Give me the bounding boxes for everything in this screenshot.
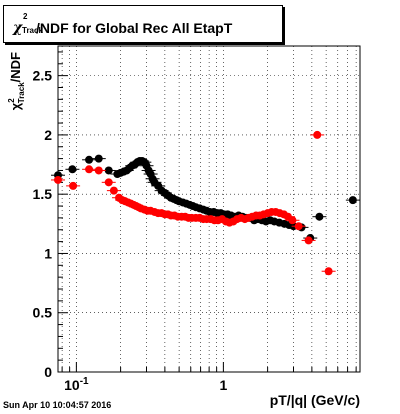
data-point: [348, 196, 357, 205]
y-tick-label: 1.5: [33, 186, 53, 202]
y-tick-label: 2: [44, 127, 52, 143]
y-tick-label: 2.5: [33, 68, 53, 84]
data-point: [104, 178, 113, 187]
y-axis-title: χ2Track/NDF: [7, 52, 26, 110]
title-superscript: 2: [23, 12, 28, 21]
data-point: [94, 166, 103, 175]
data-point: [315, 212, 324, 221]
data-point: [313, 130, 322, 139]
series-red: [51, 130, 336, 276]
title-subscript: Track: [22, 26, 43, 35]
data-point: [85, 165, 94, 174]
x-tick-label: 10-1: [64, 376, 89, 393]
data-point: [324, 267, 333, 276]
x-tick-label: 1: [219, 377, 227, 393]
timestamp-label: Sun Apr 10 10:04:57 2016: [3, 400, 112, 410]
data-point: [288, 216, 297, 225]
y-tick-label: 0.5: [33, 305, 53, 321]
chart-title: /NDF for Global Rec All EtapT: [36, 20, 233, 36]
data-point: [69, 181, 78, 190]
chart-title-box: χ 2 Track /NDF for Global Rec All EtapT: [3, 5, 283, 43]
data-point: [68, 165, 77, 174]
x-axis-title: pT/|q| (GeV/c): [270, 392, 360, 408]
title-chi-symbol: χ: [13, 20, 23, 36]
data-point: [85, 155, 94, 164]
data-point: [104, 166, 113, 175]
y-tick-label: 0: [44, 364, 52, 380]
data-point: [294, 222, 303, 231]
data-point: [109, 186, 118, 195]
data-point: [94, 154, 103, 163]
y-tick-label: 1: [44, 245, 52, 261]
data-point: [304, 236, 313, 245]
data-point: [54, 175, 62, 184]
